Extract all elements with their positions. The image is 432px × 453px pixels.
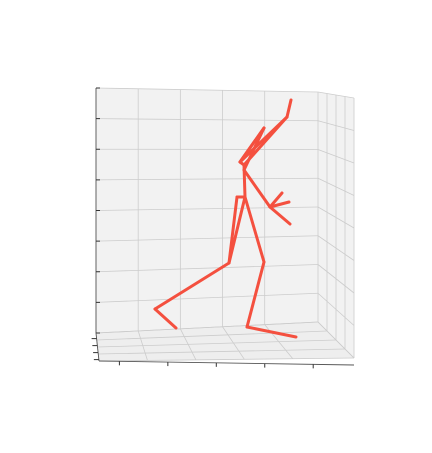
floor-pane [96, 322, 354, 361]
floor-grid-depth [96, 330, 328, 341]
floor-grid-width [137, 330, 148, 361]
bone-wrist-finger_a [268, 191, 284, 209]
floor-grid-width [222, 326, 245, 360]
back-grid-horizontal [95, 177, 319, 181]
floor-grid-width [317, 321, 355, 359]
bone-head-head_top [285, 98, 293, 119]
bone-wrist-finger_b [268, 200, 291, 209]
back-grid-horizontal [95, 264, 319, 273]
bone-torso [238, 126, 266, 164]
axis-panes [96, 88, 354, 361]
bone-r_knee-r_ankle [153, 261, 231, 311]
y-axis-line [95, 332, 100, 362]
floor-grid-depth [95, 321, 319, 334]
bone-r_ankle-r_toe [153, 307, 178, 330]
axis-ticks [91, 87, 355, 369]
floor-grid-depth [98, 348, 346, 355]
back-grid-horizontal [95, 118, 319, 122]
bone-torso [227, 195, 239, 265]
bone-hip-l_knee [243, 195, 266, 264]
bone-l_knee-l_ankle [245, 260, 266, 329]
floor-grid-width [180, 328, 197, 361]
bone-wrist-finger_c [268, 205, 292, 226]
bone-elbow-wrist [242, 168, 272, 209]
back-pane [96, 88, 318, 333]
bone-torso [242, 115, 289, 167]
floor-grid-depth [98, 357, 355, 362]
back-grid-horizontal [95, 206, 319, 211]
back-grid-horizontal [95, 87, 319, 93]
x-axis-line [98, 360, 355, 366]
bone-l_ankle-l_toe [245, 325, 298, 339]
skeleton-series [153, 98, 298, 339]
floor-grid-depth [97, 339, 337, 348]
back-grid-horizontal [95, 292, 319, 303]
back-grid-horizontal [95, 235, 319, 242]
axis-grid [95, 87, 355, 362]
